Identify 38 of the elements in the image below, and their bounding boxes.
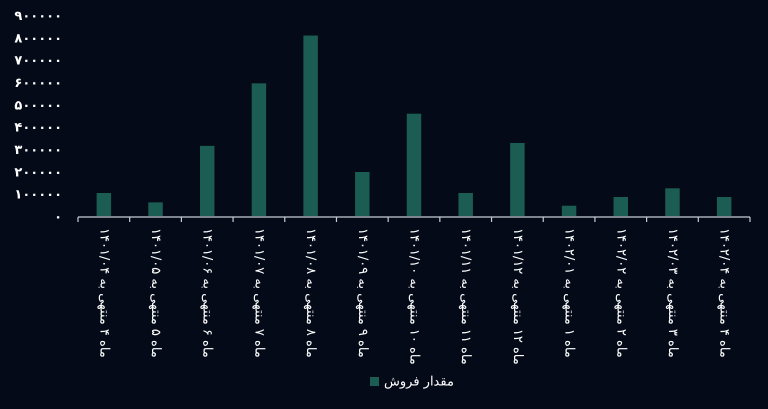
x-tick-label: ماه ۴ منتهی به ۱۴۰۲/۰۴ [716,228,732,358]
x-tick-label: ماه ۱۰ منتهی به ۱۴۰۱/۱۰ [406,228,422,365]
y-tick-label: ۰ [54,210,62,225]
x-tick-label: ماه ۱۲ منتهی به ۱۴۰۱/۱۲ [510,228,525,365]
bar [614,197,628,216]
bar [665,188,680,216]
y-tick-label: ۱۰۰۰۰۰ [14,188,62,203]
bar [458,192,473,216]
y-tick-label: ۴۰۰۰۰۰ [14,120,62,136]
x-tick-label: ماه ۴ منتهی به ۱۴۰۱/۰۴ [96,228,112,358]
y-tick-label: ۳۰۰۰۰۰ [14,143,62,158]
y-tick-label: ۸۰۰۰۰۰ [14,31,62,46]
x-tick-label: ماه ۹ منتهی به ۱۴۰۱/۰۹ [354,228,370,358]
y-tick-label: ۹۰۰۰۰۰ [14,9,62,24]
bar [406,114,422,216]
x-tick-label: ماه ۱۱ منتهی به ۱۴۰۱/۱۱ [458,228,474,365]
bar [200,146,214,216]
y-tick-label: ۲۰۰۰۰۰ [14,165,62,180]
bar [355,172,370,216]
bar [716,197,732,216]
bar [148,202,163,216]
x-tick-label: ماه ۶ منتهی به ۱۴۰۱/۰۶ [200,228,215,358]
x-tick-label: ماه ۸ منتهی به ۱۴۰۱/۰۸ [303,228,318,358]
x-tick-label: ماه ۱ منتهی به ۱۴۰۲/۰۱ [562,228,577,358]
legend-label: مقدار فروش [384,374,454,390]
bar [96,192,112,216]
y-tick-label: ۵۰۰۰۰۰ [14,98,62,114]
y-tick-label: ۷۰۰۰۰۰ [14,54,62,69]
x-tick-label: ماه ۳ منتهی به ۱۴۰۲/۰۳ [664,228,680,358]
legend: مقدار فروش [370,374,454,390]
bar [510,142,525,216]
y-tick-label: ۶۰۰۰۰۰ [14,76,62,91]
bar [303,36,318,216]
x-tick-label: ماه ۵ منتهی به ۱۴۰۱/۰۵ [148,228,164,358]
x-tick-label: ماه ۷ منتهی به ۱۴۰۱/۰۷ [251,228,266,358]
x-tick-label: ماه ۲ منتهی به ۱۴۰۲/۰۲ [613,228,628,358]
bar [562,206,576,216]
bar [252,83,266,216]
